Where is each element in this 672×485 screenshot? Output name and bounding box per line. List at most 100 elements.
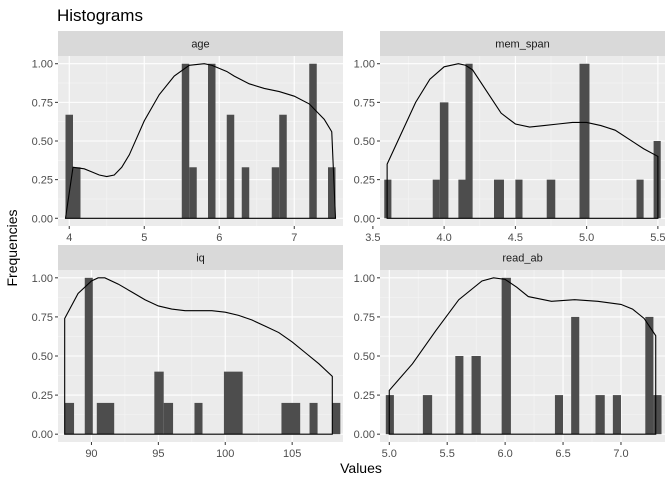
histogram-bar	[554, 395, 564, 435]
histogram-bar	[501, 277, 511, 435]
histogram-bar	[223, 371, 243, 435]
x-axis-title: Values	[340, 460, 382, 476]
facet-strip	[380, 31, 665, 56]
chart-title: Histograms	[57, 6, 143, 25]
histogram-bar	[385, 395, 394, 435]
histogram-bar	[96, 402, 115, 435]
histogram-bar	[439, 102, 449, 219]
panel-iq: iq 0.00 0.25 0.50 0.75 1.00 90 95 100 105	[32, 245, 343, 460]
y-tick-label: 0.50	[354, 136, 375, 148]
histogram-bar	[64, 402, 75, 435]
histogram-bar	[281, 402, 301, 435]
histogram-bar	[328, 167, 336, 219]
x-tick-label: 5.0	[579, 232, 594, 244]
y-tick-label: 0.50	[32, 351, 53, 363]
y-tick-label: 0.25	[32, 390, 53, 402]
y-tick-label: 0.75	[354, 97, 375, 109]
x-tick-label: 7	[291, 232, 297, 244]
y-tick-label: 0.00	[354, 213, 375, 225]
histogram-bar	[309, 63, 317, 219]
y-tick-label: 1.00	[354, 273, 375, 285]
facet-strip-label: age	[191, 39, 209, 51]
facet-strip-label: iq	[196, 253, 205, 265]
histogram-bar	[471, 356, 481, 435]
x-tick-label: 90	[85, 448, 97, 460]
x-tick-label: 6	[216, 232, 222, 244]
y-tick-label: 0.00	[32, 429, 53, 441]
histogram-bar	[422, 395, 433, 435]
histogram-bar	[332, 402, 341, 435]
histogram-bar	[432, 179, 440, 219]
facet-strip-label: read_ab	[502, 253, 542, 265]
facet-panels: age 0.00 0.25 0.50 0.75 1.00 4 5 6 7 mem_span 0.00 0…	[32, 31, 666, 460]
y-tick-label: 0.25	[354, 175, 375, 187]
y-tick-label: 0.50	[32, 136, 53, 148]
histogram-bar	[546, 179, 556, 219]
x-tick-label: 4	[66, 232, 72, 244]
histogram-bar	[241, 167, 250, 219]
histogram-bar	[194, 402, 203, 435]
x-tick-label: 4.5	[508, 232, 523, 244]
histogram-bar	[279, 114, 287, 219]
histogram-bar	[455, 356, 464, 435]
y-tick-label: 0.25	[354, 390, 375, 402]
x-tick-label: 100	[216, 448, 234, 460]
histogram-bar	[465, 63, 473, 219]
panel-age: age 0.00 0.25 0.50 0.75 1.00 4 5 6 7	[32, 31, 343, 244]
histogram-bar	[612, 395, 621, 435]
histogram-bar	[636, 179, 644, 219]
y-tick-label: 0.75	[32, 312, 53, 324]
panel-mem-span: mem_span 0.00 0.25 0.50 0.75 1.00 3.5 4.0 4.5 5.0…	[354, 31, 666, 244]
y-tick-label: 0.00	[354, 429, 375, 441]
density-curve	[388, 277, 657, 435]
histogram-bar	[595, 395, 605, 435]
histogram-bar	[189, 167, 197, 219]
facet-strip-label: mem_span	[495, 39, 549, 51]
x-tick-label: 105	[283, 448, 301, 460]
x-tick-label: 7.0	[613, 448, 628, 460]
y-tick-label: 0.50	[354, 351, 375, 363]
histogram-bar	[154, 371, 164, 435]
density-curve	[64, 277, 333, 435]
y-tick-label: 1.00	[32, 59, 53, 71]
histogram-bar	[309, 402, 318, 435]
x-tick-label: 6.5	[555, 448, 570, 460]
histogram-bar	[653, 141, 661, 219]
histogram-bar	[73, 167, 81, 219]
y-tick-label: 0.75	[354, 312, 375, 324]
histogram-bar	[653, 395, 662, 435]
panel-read-ab: read_ab 0.00 0.25 0.50 0.75 1.00 5.0 5.5 6.0 6.5 7…	[354, 245, 665, 460]
facet-strip	[58, 245, 343, 270]
y-tick-label: 1.00	[354, 59, 375, 71]
x-tick-label: 5.0	[382, 448, 397, 460]
histogram-bar	[65, 114, 73, 219]
y-tick-label: 0.25	[32, 175, 53, 187]
histogram-bar	[384, 179, 392, 219]
histogram-bar	[181, 63, 190, 219]
facet-strip	[380, 245, 665, 270]
histogram-bar	[571, 316, 580, 435]
x-tick-label: 3.5	[365, 232, 380, 244]
x-tick-label: 5	[141, 232, 147, 244]
histogram-bar	[494, 179, 504, 219]
histogram-bar	[645, 316, 654, 435]
x-tick-label: 5.5	[440, 448, 455, 460]
density-curve	[64, 63, 337, 219]
histogram-bar	[458, 179, 466, 219]
histogram-bar	[163, 402, 174, 435]
facet-strip	[58, 31, 343, 56]
histogram-bar	[515, 179, 523, 219]
x-tick-label: 95	[152, 448, 164, 460]
y-tick-label: 0.75	[32, 97, 53, 109]
histogram-bar	[226, 114, 235, 219]
y-tick-label: 0.00	[32, 213, 53, 225]
x-tick-label: 5.5	[650, 232, 665, 244]
histogram-bar	[271, 167, 280, 219]
x-tick-label: 4.0	[436, 232, 451, 244]
y-axis-title: Frequencies	[4, 209, 20, 286]
y-tick-label: 1.00	[32, 273, 53, 285]
histogram-bar	[579, 63, 590, 219]
x-tick-label: 6.0	[497, 448, 512, 460]
